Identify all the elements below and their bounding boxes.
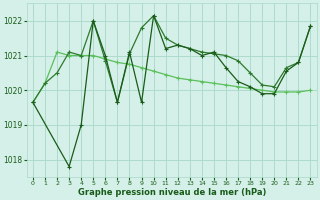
X-axis label: Graphe pression niveau de la mer (hPa): Graphe pression niveau de la mer (hPa) xyxy=(77,188,266,197)
